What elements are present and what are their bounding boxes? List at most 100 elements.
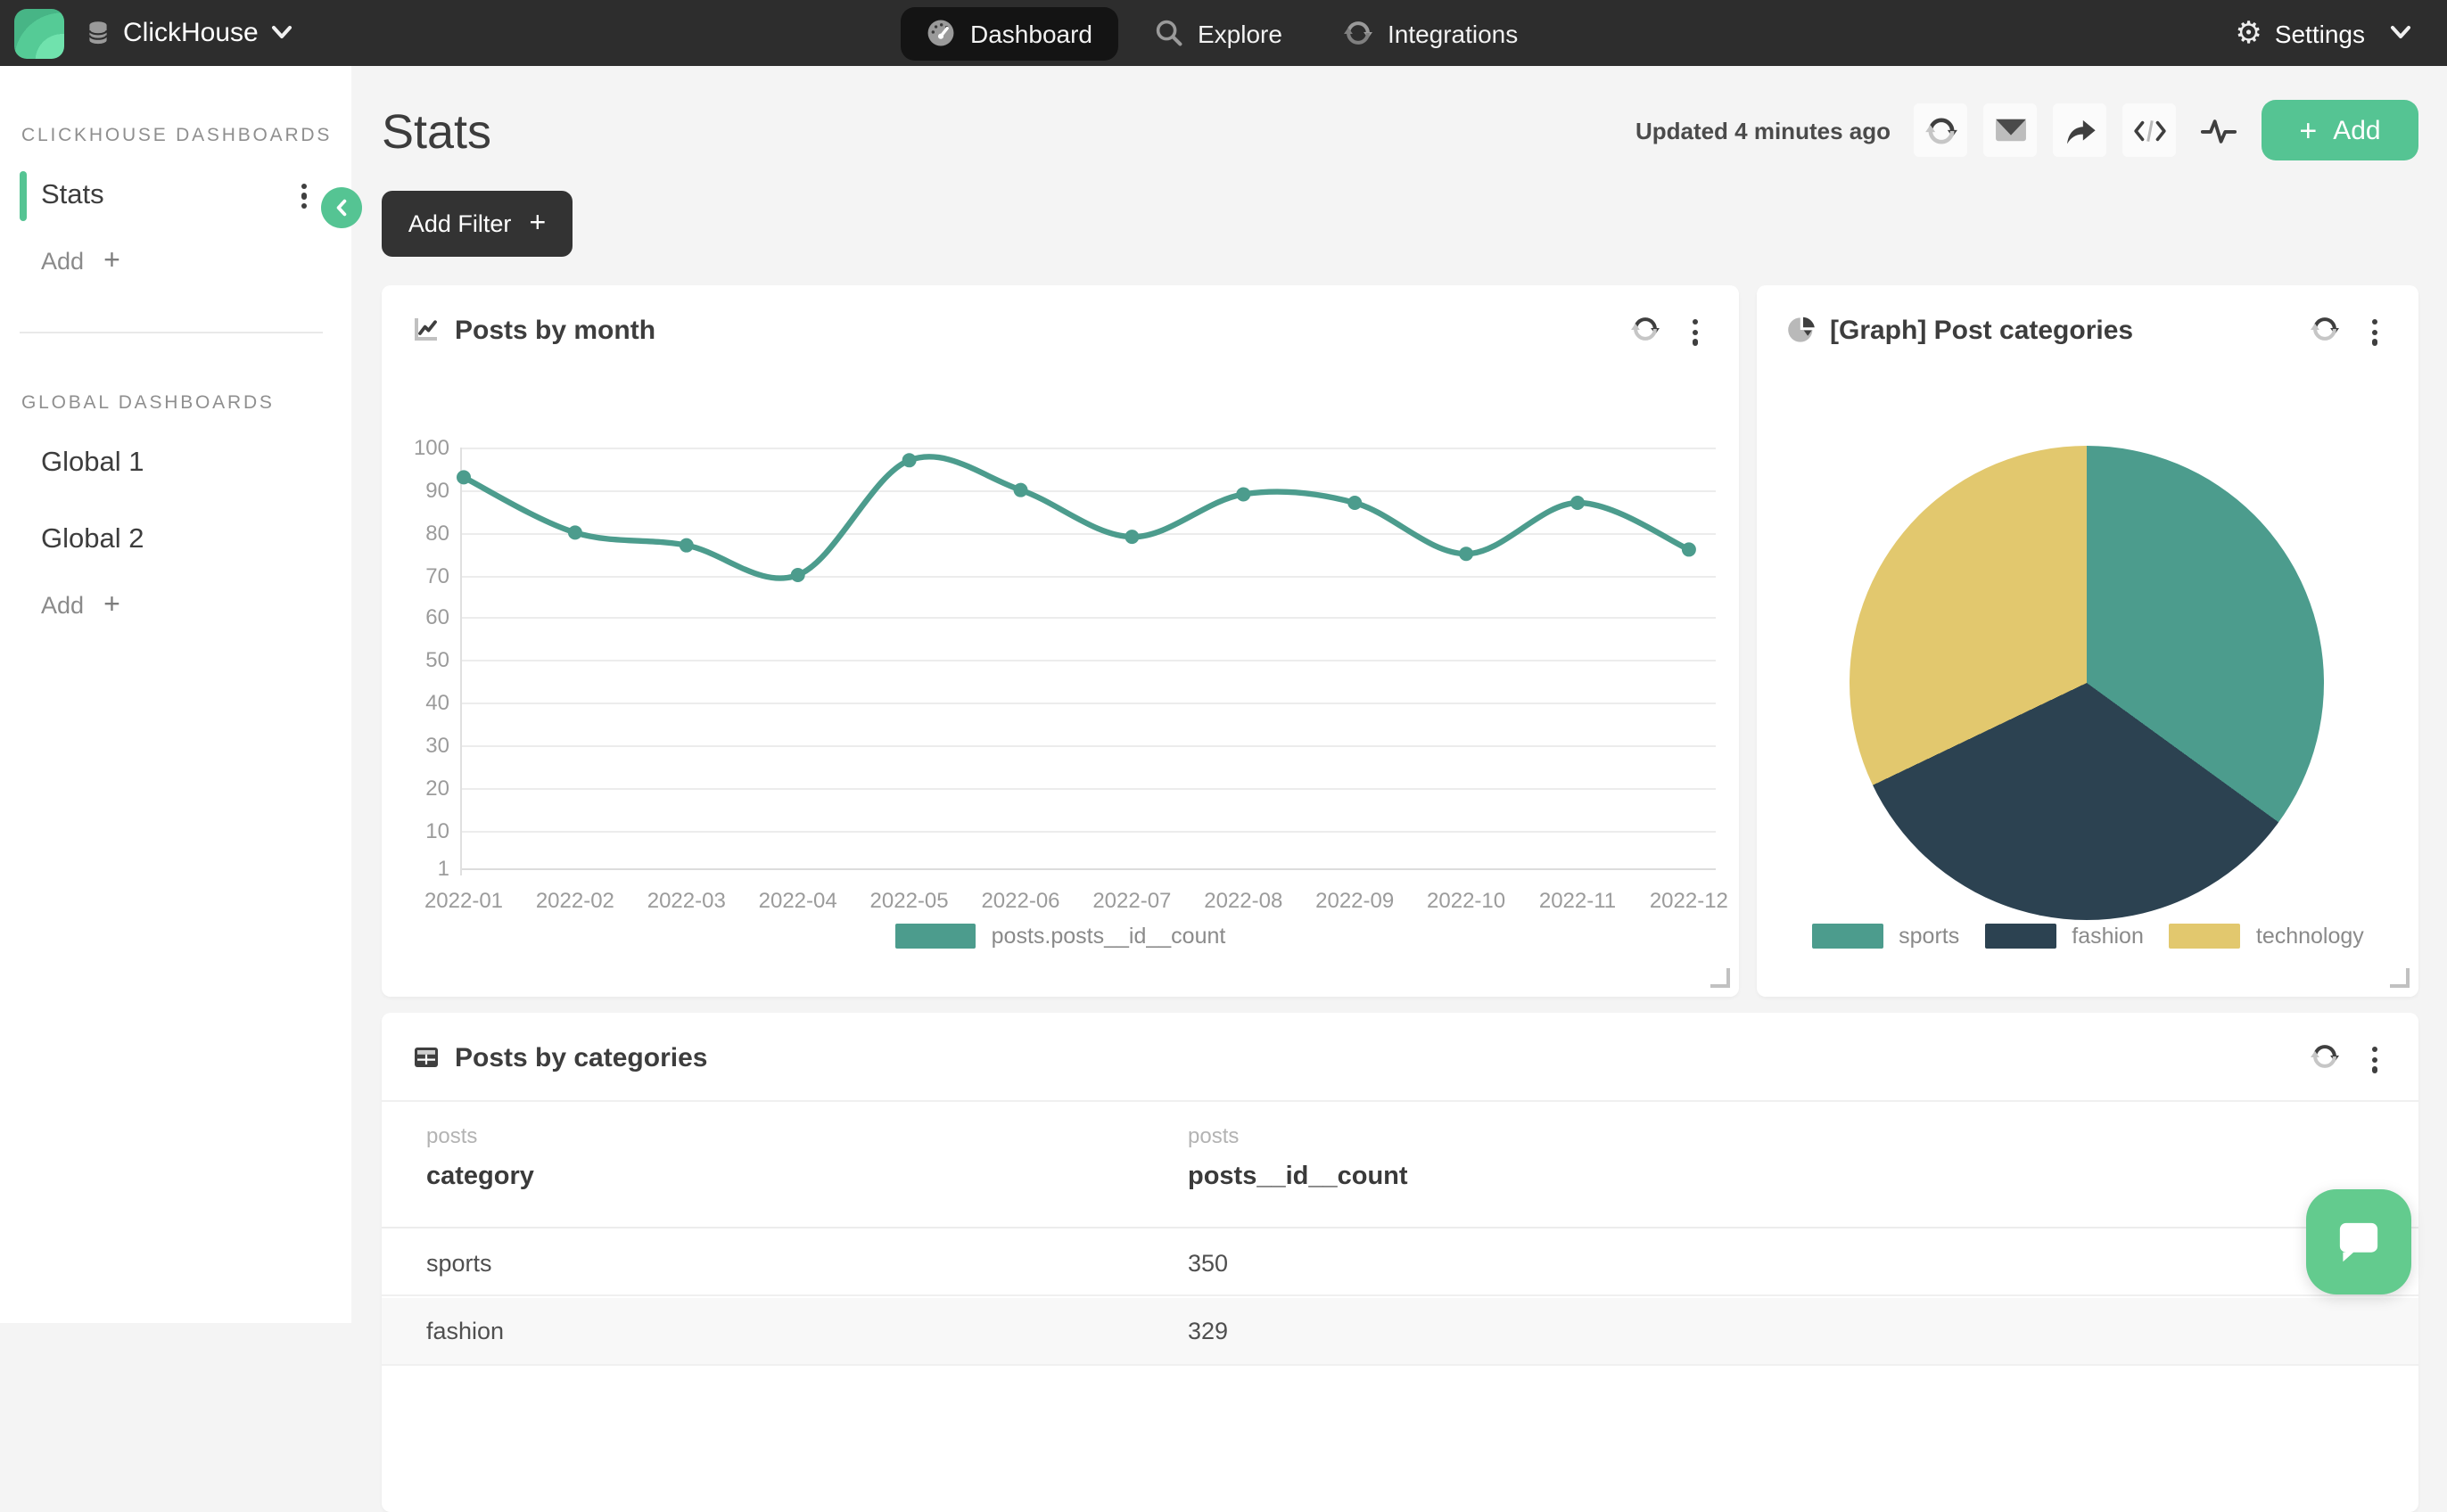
x-axis-tick-label: 2022-03 — [647, 888, 726, 913]
settings-menu[interactable]: ⚙ Settings — [2235, 0, 2411, 66]
gridline — [460, 575, 1716, 577]
card-refresh-button[interactable] — [2310, 314, 2340, 353]
legend-swatch — [894, 924, 976, 949]
sidebar-add-dashboard-button[interactable]: Add + — [41, 589, 351, 620]
legend-item[interactable]: fashion — [1984, 924, 2144, 949]
card-header: Posts by categories — [382, 1013, 2418, 1102]
sidebar-item-stats[interactable]: Stats — [0, 169, 351, 223]
legend-label: technology — [2255, 924, 2364, 949]
refresh-icon — [1924, 117, 1957, 144]
x-axis-tick-label: 2022-09 — [1315, 888, 1395, 913]
refresh-icon — [1631, 317, 1660, 341]
card-refresh-button[interactable] — [2310, 1041, 2340, 1081]
legend-item[interactable]: posts.posts__id__count — [894, 924, 1225, 949]
email-report-button[interactable] — [1983, 103, 2037, 157]
nav-item-label: Integrations — [1387, 19, 1519, 47]
add-label: Add — [41, 248, 85, 275]
column-group-label: posts — [426, 1123, 478, 1148]
workspace-switcher[interactable]: ClickHouse — [14, 0, 292, 66]
column-header[interactable]: posts category — [426, 1102, 534, 1191]
y-axis-tick-label: 90 — [425, 477, 449, 503]
data-point[interactable] — [902, 453, 917, 468]
resize-handle[interactable] — [2390, 968, 2410, 988]
chevron-down-icon — [271, 25, 292, 41]
embed-code-button[interactable] — [2122, 103, 2176, 157]
y-axis-tick-label: 100 — [413, 435, 449, 460]
y-axis-tick-label: 60 — [425, 604, 449, 630]
gridline — [460, 703, 1716, 704]
data-point[interactable] — [1125, 530, 1140, 545]
sidebar-item-global-2[interactable]: Global 2 — [0, 514, 351, 567]
table-icon — [412, 1043, 441, 1081]
divider — [382, 1100, 2418, 1102]
nav-item-integrations[interactable]: Integrations — [1318, 6, 1543, 60]
legend-label: fashion — [2072, 924, 2144, 949]
card-refresh-button[interactable] — [1630, 314, 1660, 353]
add-filter-button[interactable]: Add Filter + — [382, 191, 573, 257]
x-axis-tick-label: 2022-01 — [424, 888, 504, 913]
nav-item-explore[interactable]: Explore — [1128, 6, 1307, 60]
sidebar-item-global-1[interactable]: Global 1 — [0, 437, 351, 490]
legend-item[interactable]: sports — [1811, 924, 1959, 949]
share-button[interactable] — [2053, 103, 2106, 157]
data-point[interactable] — [790, 568, 805, 583]
column-group-label: posts — [1188, 1123, 1240, 1148]
x-axis-tick-label: 2022-12 — [1649, 888, 1728, 913]
table-row: fashion 329 — [382, 1297, 2418, 1365]
data-point[interactable] — [679, 538, 694, 553]
cell-count: 350 — [1188, 1249, 1229, 1276]
item-menu-button[interactable] — [296, 177, 312, 214]
row-divider — [382, 1294, 2418, 1296]
plus-icon: + — [103, 589, 120, 620]
database-icon — [84, 18, 112, 48]
sidebar-add-dashboard-button[interactable]: Add + — [41, 245, 351, 275]
data-point[interactable] — [457, 470, 471, 485]
chat-launcher-button[interactable] — [2306, 1189, 2411, 1294]
nav-item-dashboard[interactable]: Dashboard — [901, 6, 1117, 60]
line-series — [457, 453, 1696, 583]
nav-item-label: Dashboard — [970, 19, 1092, 47]
y-axis-tick-label: 80 — [425, 520, 449, 546]
data-point[interactable] — [1013, 482, 1028, 497]
data-point[interactable] — [567, 525, 582, 540]
add-widget-button[interactable]: + Add — [2262, 100, 2418, 160]
chevron-left-icon — [336, 199, 347, 217]
card-menu-button[interactable] — [2367, 314, 2383, 350]
pie[interactable] — [1850, 446, 2324, 920]
resize-handle[interactable] — [1710, 968, 1730, 988]
x-axis-tick-label: 2022-11 — [1538, 888, 1617, 913]
column-header[interactable]: posts posts__id__count — [1188, 1102, 1408, 1191]
legend-item[interactable]: technology — [2168, 924, 2364, 949]
sidebar-item-label: Global 2 — [41, 524, 144, 555]
card-menu-button[interactable] — [1687, 314, 1703, 350]
gridline — [460, 660, 1716, 662]
chevron-down-icon — [2390, 25, 2411, 41]
column-name-label: category — [426, 1163, 534, 1191]
card-header: Posts by month — [382, 285, 1739, 374]
data-point[interactable] — [1236, 487, 1251, 502]
data-point[interactable] — [1347, 495, 1363, 510]
activity-button[interactable] — [2192, 103, 2245, 157]
app-logo[interactable] — [14, 8, 64, 58]
card-title: [Graph] Post categories — [1830, 316, 2134, 346]
share-icon — [2066, 119, 2095, 144]
chart-legend: sports fashion technology — [1757, 924, 2418, 949]
plus-icon: + — [103, 245, 120, 275]
column-name-label: posts__id__count — [1188, 1163, 1408, 1191]
gridline — [460, 787, 1716, 790]
data-point[interactable] — [1459, 546, 1474, 562]
gridline — [460, 532, 1716, 535]
data-point[interactable] — [1681, 542, 1696, 557]
gauge-icon — [926, 18, 956, 48]
x-axis-tick-label: 2022-04 — [758, 888, 837, 913]
sidebar-collapse-button[interactable] — [321, 187, 362, 228]
refresh-button[interactable] — [1914, 103, 1967, 157]
code-icon — [2133, 119, 2165, 141]
data-point[interactable] — [1570, 495, 1585, 510]
sidebar-item-label: Global 1 — [41, 448, 144, 478]
sidebar-item-label: Stats — [41, 180, 104, 210]
add-button-label: Add — [2333, 115, 2381, 145]
card-menu-button[interactable] — [2367, 1041, 2383, 1078]
mail-icon — [1995, 119, 2025, 142]
refresh-icon — [2311, 1045, 2339, 1068]
